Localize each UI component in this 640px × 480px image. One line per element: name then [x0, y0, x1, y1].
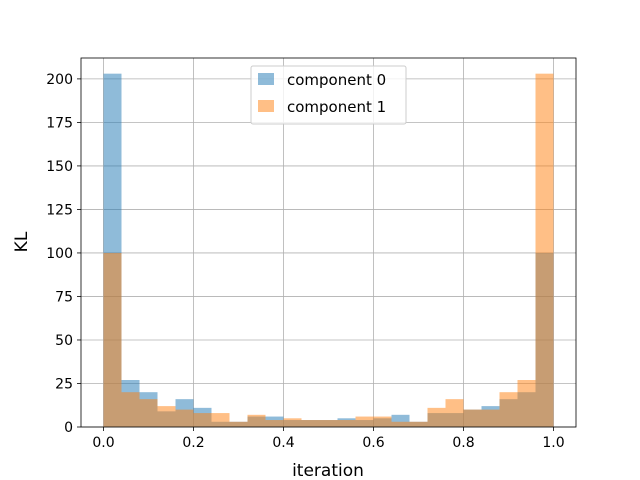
- y-tick-label: 175: [46, 115, 73, 131]
- bar-component-1: [337, 420, 356, 427]
- bar-component-1: [355, 416, 374, 427]
- bar-component-1: [319, 420, 338, 427]
- histogram-bars: [103, 73, 554, 427]
- bar-component-1: [391, 421, 410, 427]
- bar-component-1: [517, 380, 536, 427]
- bar-component-1: [301, 420, 320, 427]
- bar-component-1: [409, 421, 428, 427]
- bar-component-1: [103, 252, 122, 427]
- bar-component-1: [121, 392, 140, 427]
- bar-component-1: [139, 399, 158, 427]
- bar-component-1: [445, 399, 464, 427]
- x-tick-label: 0.4: [272, 435, 294, 451]
- bar-component-1: [265, 420, 284, 427]
- legend-swatch-component-1: [258, 100, 274, 112]
- bar-component-1: [193, 413, 212, 427]
- y-axis-ticks: 0 25 50 75 100 125 150 175 200: [46, 72, 81, 436]
- bar-component-1: [175, 409, 194, 427]
- legend: component 0 component 1: [250, 65, 407, 125]
- x-tick-label: 0.6: [362, 435, 384, 451]
- y-tick-label: 125: [46, 202, 73, 218]
- plot-frame: [80, 57, 577, 428]
- bar-component-1: [463, 409, 482, 427]
- bar-component-1: [427, 407, 446, 427]
- x-axis-label: iteration: [292, 461, 364, 480]
- x-tick-label: 0.0: [92, 435, 114, 451]
- x-tick-label: 0.2: [182, 435, 204, 451]
- y-tick-label: 0: [64, 420, 73, 436]
- y-tick-label: 75: [55, 289, 73, 305]
- bar-component-1: [283, 418, 302, 427]
- legend-swatch-component-0: [258, 73, 274, 85]
- bar-component-1: [499, 392, 518, 427]
- y-tick-label: 150: [46, 159, 73, 175]
- x-tick-label: 0.8: [452, 435, 474, 451]
- x-axis-ticks: 0.0 0.2 0.4 0.6 0.8 1.0: [92, 427, 565, 451]
- bar-component-1: [229, 421, 248, 427]
- y-tick-label: 100: [46, 246, 73, 262]
- bar-component-1: [373, 416, 392, 427]
- y-tick-label: 200: [46, 72, 73, 88]
- y-axis-label: KL: [12, 231, 32, 252]
- bar-component-1: [247, 414, 266, 427]
- legend-box: [250, 65, 407, 125]
- x-tick-label: 1.0: [542, 435, 564, 451]
- bar-component-1: [481, 409, 500, 427]
- y-tick-label: 25: [55, 376, 73, 392]
- y-tick-label: 50: [55, 333, 73, 349]
- bar-component-1: [535, 73, 554, 427]
- legend-label-component-1: component 1: [287, 98, 386, 116]
- bar-component-1: [211, 413, 230, 427]
- bar-component-1: [157, 406, 176, 427]
- legend-label-component-0: component 0: [287, 71, 386, 89]
